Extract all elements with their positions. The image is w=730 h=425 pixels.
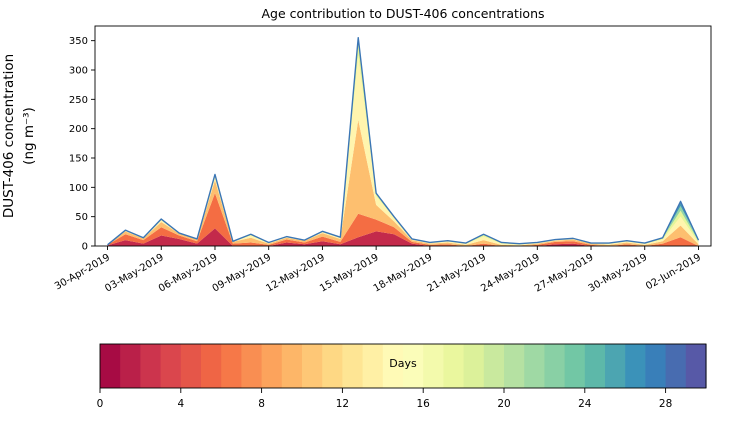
svg-text:250: 250	[69, 95, 88, 106]
svg-text:24: 24	[578, 398, 592, 410]
colorbar: 0 4 8 12 16 20 24 28	[97, 343, 707, 410]
svg-text:150: 150	[69, 154, 88, 165]
x-axis-ticks: 30-Apr-201903-May-201906-May-201909-May-…	[53, 246, 703, 295]
svg-text:0: 0	[97, 398, 104, 410]
svg-text:300: 300	[69, 66, 88, 77]
y-axis-ticks: 0 50 100 150 200 250 300 350	[69, 36, 95, 253]
area-bands	[107, 37, 699, 246]
plot-frame	[94, 25, 712, 247]
svg-text:16: 16	[417, 398, 431, 410]
svg-text:18-May-2019: 18-May-2019	[372, 252, 435, 294]
colorbar-ticks: 0 4 8 12 16 20 24 28	[97, 388, 672, 410]
svg-text:21-May-2019: 21-May-2019	[426, 252, 489, 294]
svg-text:4: 4	[177, 398, 184, 410]
svg-text:100: 100	[69, 183, 88, 194]
svg-text:200: 200	[69, 124, 88, 135]
colorbar-cells	[100, 344, 707, 388]
svg-text:12: 12	[336, 398, 349, 410]
svg-text:02-Jun-2019: 02-Jun-2019	[644, 252, 703, 292]
svg-text:09-May-2019: 09-May-2019	[211, 252, 274, 294]
svg-text:06-May-2019: 06-May-2019	[157, 252, 220, 294]
svg-text:15-May-2019: 15-May-2019	[318, 252, 381, 294]
svg-text:12-May-2019: 12-May-2019	[264, 252, 327, 294]
svg-text:24-May-2019: 24-May-2019	[479, 252, 542, 294]
stacked-area-chart: 0 50 100 150 200 250 300 350 30-Apr-201903-May-2…	[53, 25, 712, 295]
svg-text:30-May-2019: 30-May-2019	[587, 252, 650, 294]
svg-text:27-May-2019: 27-May-2019	[533, 252, 596, 294]
svg-text:350: 350	[69, 36, 88, 47]
chart-title: Age contribution to DUST-406 concentrati…	[261, 6, 545, 21]
svg-text:20: 20	[497, 398, 510, 410]
total-outline	[107, 37, 700, 246]
colorbar-label: Days	[389, 357, 417, 370]
svg-text:50: 50	[75, 212, 88, 223]
svg-text:0: 0	[82, 242, 88, 253]
colorbar-frame	[99, 343, 707, 389]
svg-text:03-May-2019: 03-May-2019	[103, 252, 166, 294]
svg-text:28: 28	[659, 398, 672, 410]
svg-text:8: 8	[258, 398, 265, 410]
